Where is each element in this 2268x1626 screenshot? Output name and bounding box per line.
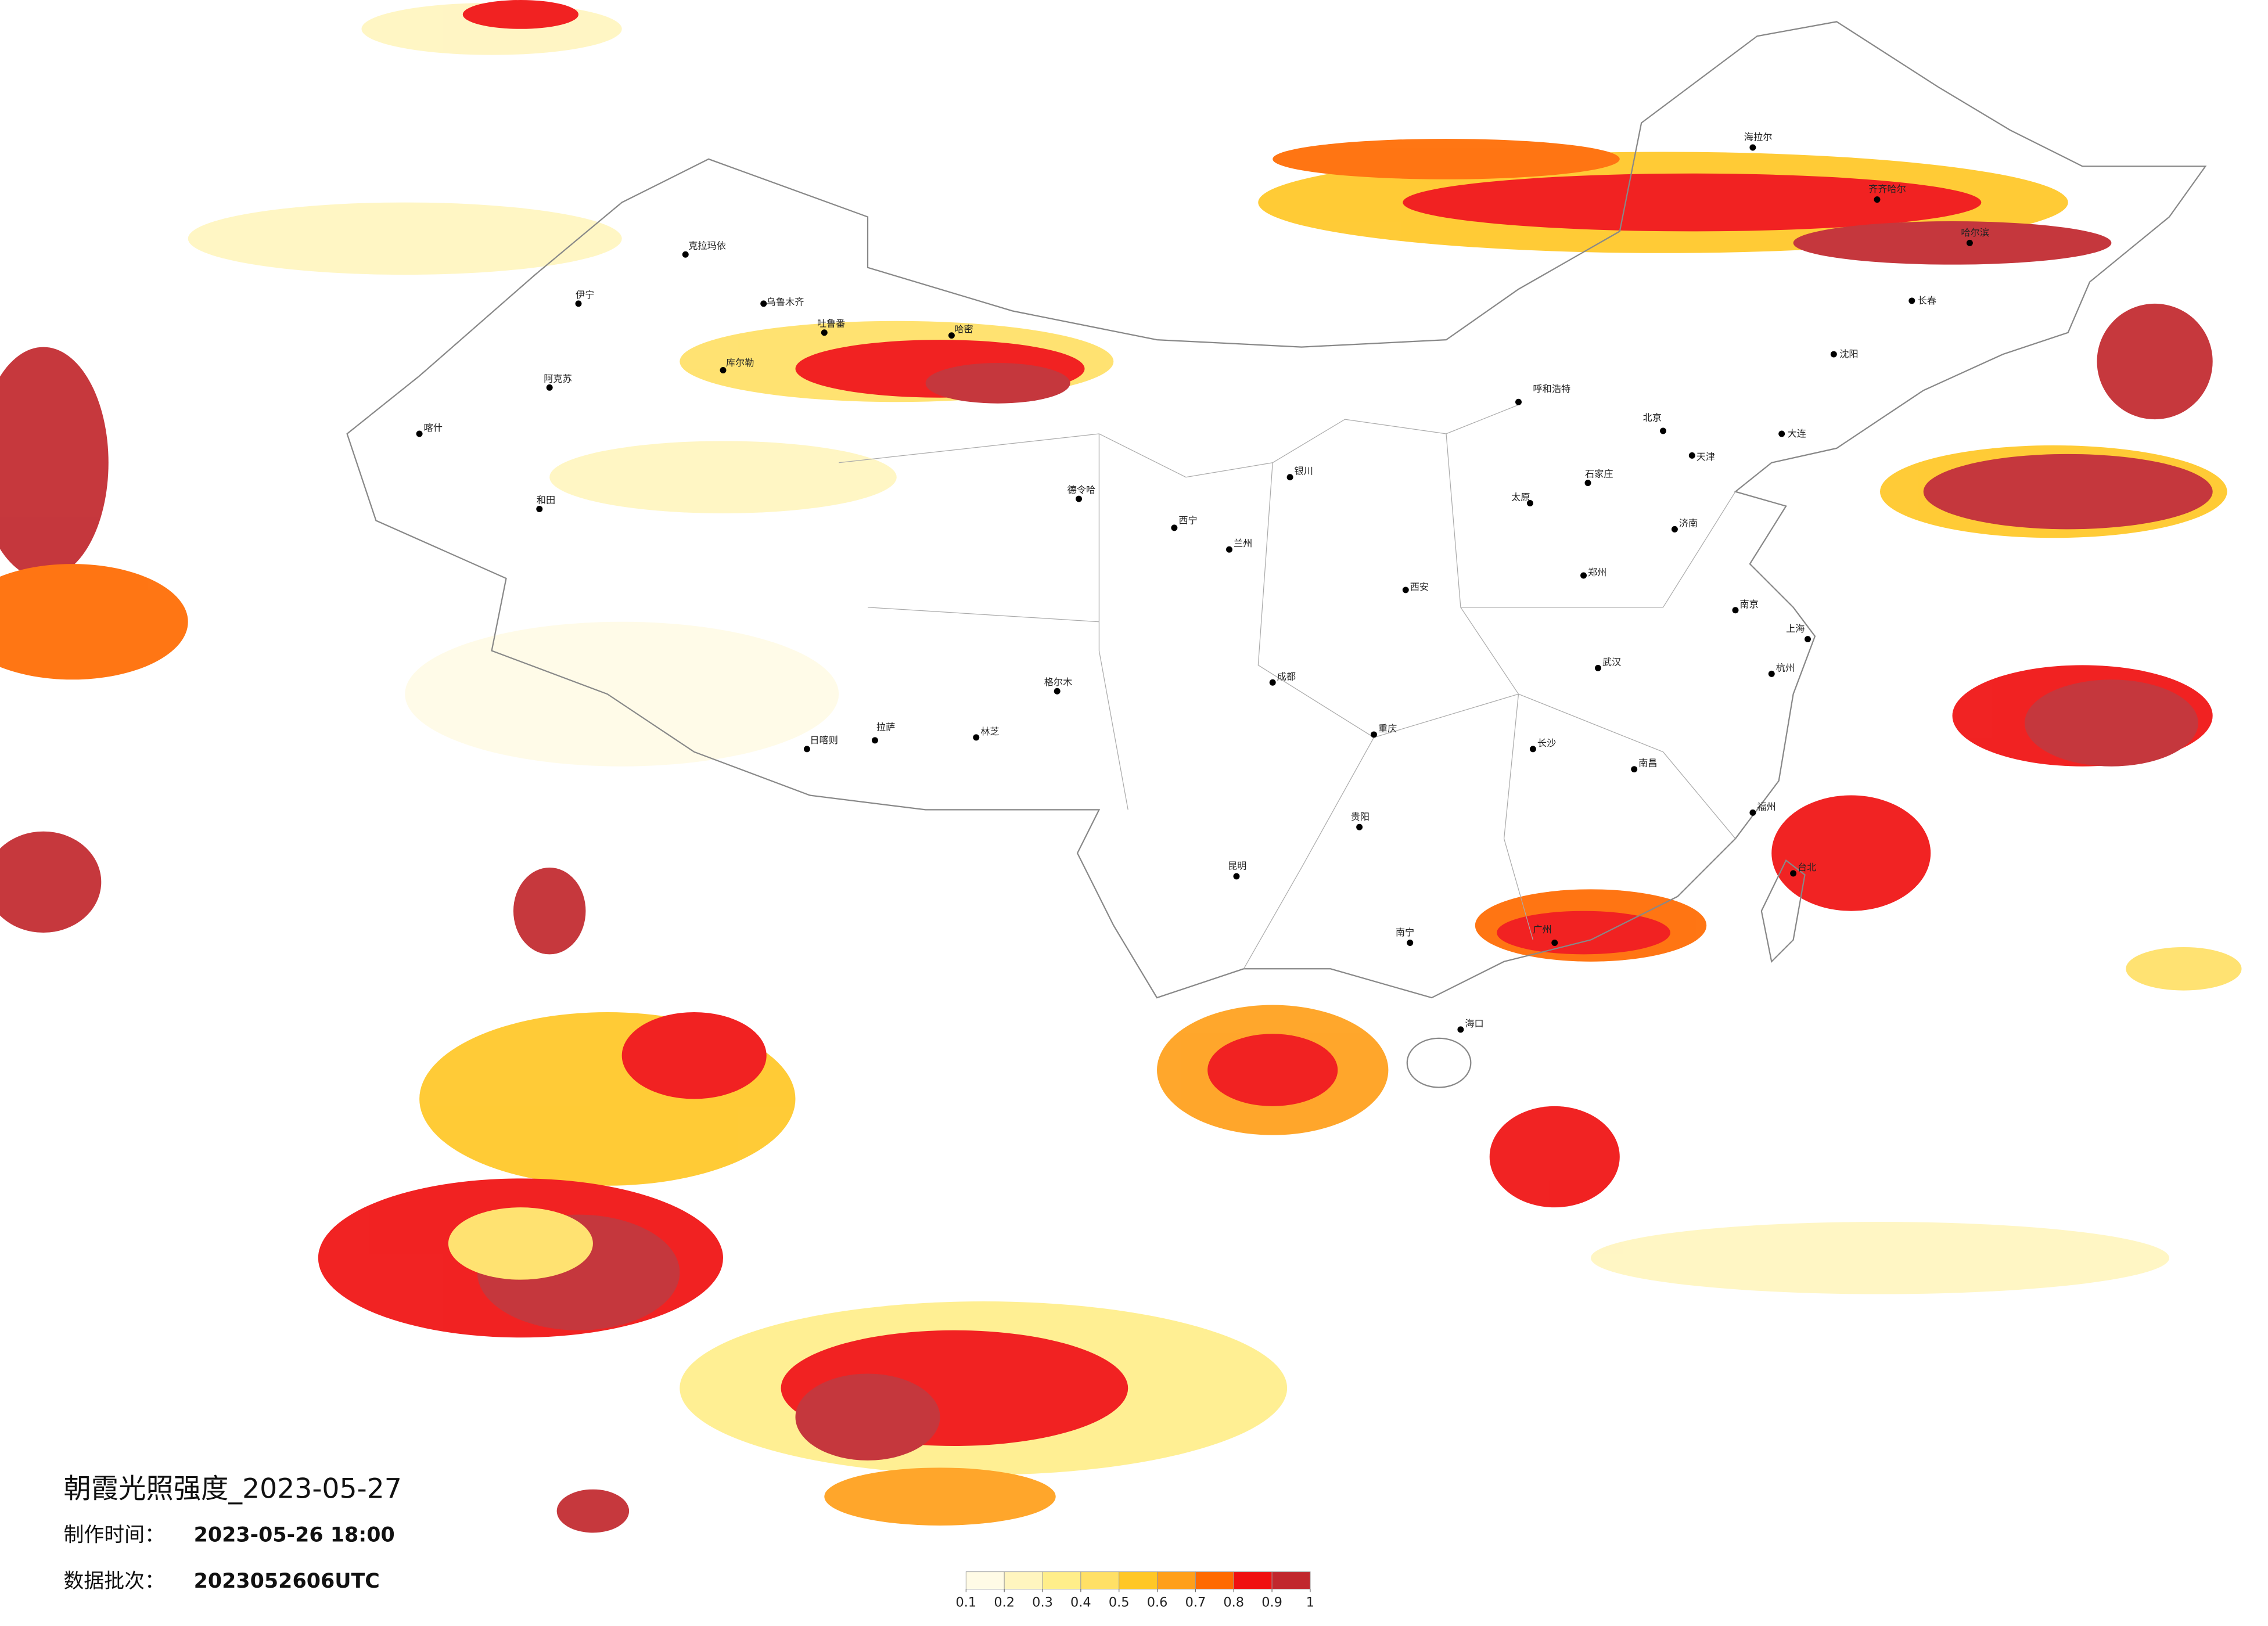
colorbar-tick-label: 0.1: [955, 1595, 976, 1610]
colorbar-tick-label: 0.3: [1032, 1595, 1053, 1610]
city-label: 贵阳: [1351, 811, 1370, 822]
info-value: 2023-05-26 18:00: [194, 1523, 395, 1546]
colorbar-tick-label: 0.8: [1223, 1595, 1244, 1610]
city-label: 库尔勒: [726, 357, 754, 368]
city-label: 银川: [1295, 466, 1313, 477]
city-label: 杭州: [1776, 662, 1795, 673]
city-label: 林芝: [980, 726, 999, 737]
city-label: 福州: [1757, 801, 1775, 812]
city-label: 西安: [1410, 581, 1429, 592]
city-label: 兰州: [1234, 538, 1252, 549]
city-label: 昆明: [1228, 860, 1246, 871]
city-label: 呼和浩特: [1533, 383, 1570, 394]
country-border: [346, 21, 2207, 999]
city-label: 天津: [1696, 451, 1715, 462]
city-label: 齐齐哈尔: [1868, 184, 1906, 195]
colorbar-box: [1004, 1571, 1043, 1590]
colorbar-tick-label: 0.9: [1261, 1595, 1282, 1610]
info-value: 2023052606UTC: [194, 1570, 380, 1593]
intensity-field: [0, 0, 2242, 1533]
colorbar-tick-label: 0.6: [1147, 1595, 1168, 1610]
colorbar-box: [1080, 1571, 1120, 1590]
city-label: 北京: [1643, 412, 1662, 423]
city-label: 成都: [1277, 671, 1296, 682]
colorbar-box: [1195, 1571, 1234, 1590]
city-label: 石家庄: [1585, 469, 1613, 480]
city-label: 海拉尔: [1744, 132, 1773, 143]
city-label: 西宁: [1178, 515, 1197, 526]
colorbar-box: [1233, 1571, 1273, 1590]
city-label: 南宁: [1396, 927, 1414, 938]
city-label: 沈阳: [1839, 348, 1858, 359]
colorbar: 0.1 0.2 0.3 0.4 0.5 0.6 0.7 0.8 0.9 1: [955, 1571, 1314, 1610]
colorbar-box: [1157, 1571, 1196, 1590]
city-label: 日喀则: [810, 735, 838, 746]
city-label: 上海: [1786, 623, 1805, 634]
city-label: 德令哈: [1067, 484, 1096, 495]
city-label: 郑州: [1588, 567, 1606, 578]
city-label: 哈密: [954, 324, 973, 335]
city-label: 武汉: [1602, 656, 1621, 667]
city-label: 长沙: [1537, 738, 1556, 749]
cities: 海拉尔 齐齐哈尔 哈尔滨 长春 沈阳 大连 克拉玛依 乌鲁木齐 伊宁 阿克苏 喀…: [416, 132, 1989, 1033]
city-label: 哈尔滨: [1961, 227, 1989, 238]
city-label: 和田: [537, 495, 555, 506]
info-label: 制作时间：: [64, 1523, 165, 1546]
city-label: 喀什: [424, 422, 443, 433]
colorbar-tick-label: 0.7: [1185, 1595, 1206, 1610]
city-label: 南昌: [1638, 758, 1657, 769]
colorbar-box: [1119, 1571, 1158, 1590]
title: 朝霞光照强度_2023-05-27: [64, 1473, 402, 1505]
map-layer: 海拉尔 齐齐哈尔 哈尔滨 长春 沈阳 大连 克拉玛依 乌鲁木齐 伊宁 阿克苏 喀…: [0, 0, 2242, 1610]
city-label: 太原: [1511, 492, 1530, 503]
city-label: 格尔木: [1044, 677, 1073, 688]
hainan: [1406, 1037, 1472, 1088]
city-label: 克拉玛依: [688, 240, 726, 251]
city-label: 台北: [1798, 862, 1816, 873]
city-label: 重庆: [1378, 723, 1397, 734]
city-label: 伊宁: [576, 289, 594, 300]
province-border: [839, 404, 1736, 969]
taiwan: [1760, 859, 1806, 963]
colorbar-tick-label: 0.5: [1109, 1595, 1130, 1610]
colorbar-tick-label: 0.4: [1070, 1595, 1091, 1610]
colorbar-box: [1271, 1571, 1311, 1590]
city-label: 济南: [1679, 517, 1698, 528]
colorbar-box: [1042, 1571, 1081, 1590]
colorbar-box: [965, 1571, 1005, 1590]
city-label: 广州: [1533, 924, 1551, 935]
colorbar-tick-label: 1: [1306, 1595, 1314, 1610]
city-label: 大连: [1788, 428, 1806, 439]
city-label: 海口: [1465, 1018, 1483, 1029]
colorbar-tick-label: 0.2: [994, 1595, 1015, 1610]
info-label: 数据批次：: [64, 1570, 165, 1593]
city-label: 阿克苏: [544, 373, 572, 384]
city-label: 拉萨: [876, 721, 895, 732]
city-label: 吐鲁番: [817, 318, 846, 329]
city-label: 乌鲁木齐: [767, 296, 804, 307]
city-label: 长春: [1918, 295, 1936, 306]
city-label: 南京: [1739, 599, 1758, 610]
